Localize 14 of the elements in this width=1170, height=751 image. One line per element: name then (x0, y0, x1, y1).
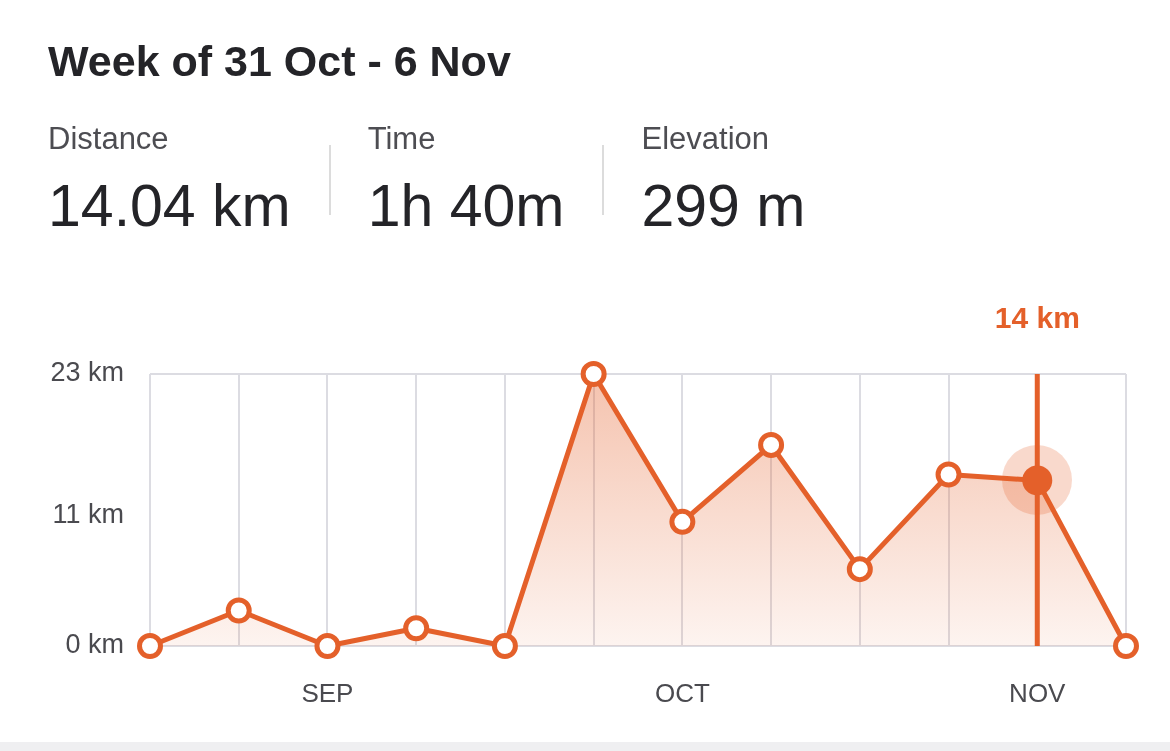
y-tick-label: 11 km (52, 499, 124, 530)
text: 14.04 km (48, 173, 291, 239)
ref-line-label: 14 km (994, 301, 1080, 335)
chart-title: Week of 31 Oct - 6 Nov (48, 36, 511, 86)
y-tick-label: 23 km (50, 357, 124, 388)
y-tick-label: 0 km (65, 629, 124, 660)
text: 299 m (641, 173, 806, 239)
x-tick-label: NOV (1009, 677, 1067, 708)
text: Elevation (641, 120, 770, 158)
text: 1h 40m (367, 173, 565, 239)
x-tick-label: OCT (654, 677, 710, 708)
x-tick-label: SEP (301, 677, 354, 708)
text: Distance (48, 120, 170, 158)
text: Time (367, 120, 437, 158)
